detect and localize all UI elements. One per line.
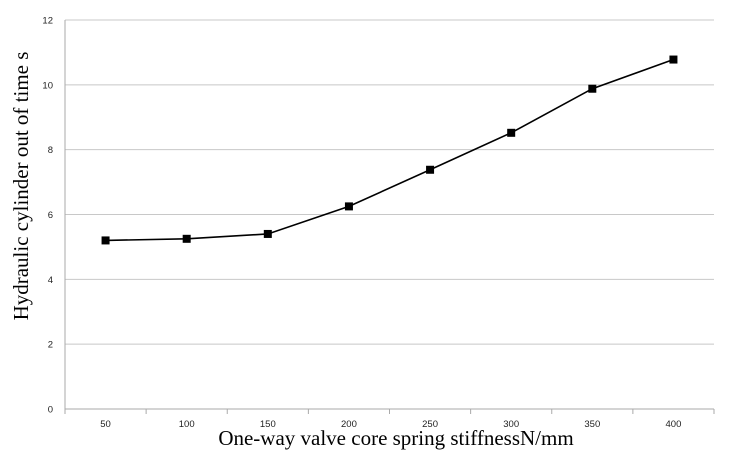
x-tick-label: 350 xyxy=(584,419,600,430)
y-axis-title: Hydraulic cylinder out of time s xyxy=(9,52,33,321)
x-axis-title: One-way valve core spring stiffnessN/mm xyxy=(218,426,573,450)
y-tick-label: 10 xyxy=(42,80,53,91)
series-line xyxy=(105,58,674,242)
data-point-marker xyxy=(507,128,516,137)
data-point-marker xyxy=(263,229,272,238)
y-tick-label: 8 xyxy=(48,145,53,156)
x-tick-label: 250 xyxy=(422,419,438,430)
x-tick-label: 50 xyxy=(100,419,111,430)
x-tick-label: 200 xyxy=(341,419,357,430)
tick-labels: 0 2 4 6 8 10 12 50 100 150 200 250 300 350 400 xyxy=(42,16,681,431)
y-tick-label: 6 xyxy=(48,210,53,221)
x-tick-label: 100 xyxy=(179,419,195,430)
y-tick-label: 12 xyxy=(42,16,53,27)
x-tick-label: 400 xyxy=(666,419,682,430)
y-tick-label: 0 xyxy=(48,405,53,416)
data-point-marker xyxy=(182,234,191,243)
x-tick-label: 150 xyxy=(260,419,276,430)
x-tick-label: 300 xyxy=(503,419,519,430)
data-series xyxy=(101,55,678,245)
gridlines xyxy=(65,19,714,345)
y-tick-label: 4 xyxy=(48,275,53,286)
y-tick-label: 2 xyxy=(48,340,53,351)
data-point-marker xyxy=(426,165,435,174)
axes xyxy=(64,20,715,414)
data-point-marker xyxy=(588,84,597,93)
data-point-marker xyxy=(101,236,110,245)
data-point-marker xyxy=(669,55,678,64)
data-point-marker xyxy=(344,202,353,211)
